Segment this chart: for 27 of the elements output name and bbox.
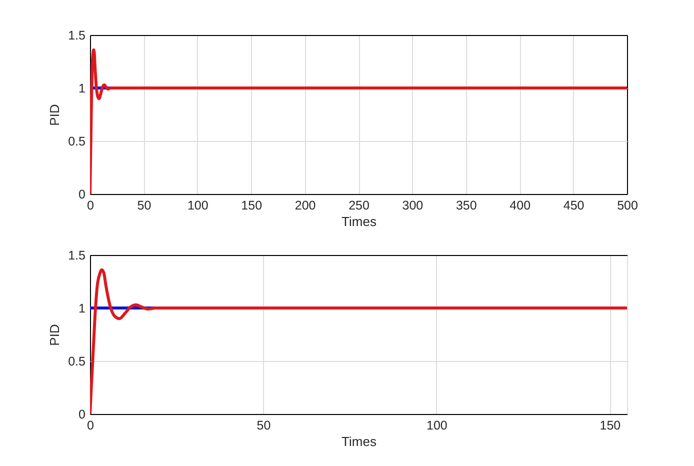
y-tick-label: 1 [78, 302, 86, 316]
y-tick-label: 1 [78, 82, 86, 96]
x-tick-label: 50 [137, 198, 152, 212]
x-tick-label: 150 [600, 418, 621, 432]
x-tick-label: 450 [563, 198, 584, 212]
x-tick-label: 0 [87, 418, 94, 432]
x-tick-label: 400 [510, 198, 531, 212]
x-axis-title: Times [342, 434, 377, 449]
x-tick-label: 100 [187, 198, 208, 212]
x-tick-label: 350 [456, 198, 477, 212]
y-axis-title: PID [47, 324, 62, 346]
x-tick-label: 300 [402, 198, 424, 212]
y-tick-label: 0 [78, 188, 86, 202]
y-tick-label: 0.5 [68, 354, 86, 368]
y-tick-label: 0 [78, 408, 86, 422]
x-tick-label: 100 [426, 418, 448, 432]
y-tick-label: 1.5 [68, 248, 86, 262]
y-axis-title: PID [47, 104, 62, 126]
x-tick-label: 0 [87, 198, 94, 212]
x-tick-label: 500 [617, 198, 638, 212]
x-tick-label: 50 [256, 418, 271, 432]
x-tick-label: 250 [348, 198, 370, 212]
y-tick-label: 1.5 [68, 28, 86, 42]
x-tick-label: 200 [294, 198, 316, 212]
x-tick-label: 150 [241, 198, 262, 212]
x-axis-title: Times [342, 214, 377, 229]
y-tick-label: 0.5 [68, 134, 86, 148]
